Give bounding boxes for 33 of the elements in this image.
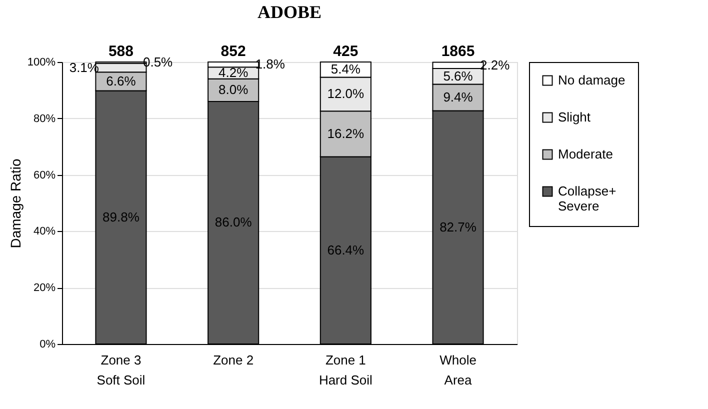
data-label: 8.0% bbox=[218, 82, 249, 98]
legend-label: Slight bbox=[558, 110, 591, 124]
chart-title: ADOBE bbox=[257, 2, 322, 22]
data-label: 16.2% bbox=[327, 126, 365, 141]
annotation: 1865 bbox=[441, 43, 475, 60]
legend-label: Collapse+ Severe bbox=[558, 184, 616, 214]
annotation: 425 bbox=[333, 43, 358, 60]
data-label: 5.4% bbox=[330, 62, 361, 77]
y-tick-label: 20% bbox=[33, 282, 56, 294]
y-tick-label: 100% bbox=[27, 56, 56, 68]
data-label: 9.4% bbox=[443, 90, 474, 105]
data-label: 12.0% bbox=[327, 86, 365, 102]
data-label: 6.6% bbox=[106, 73, 136, 88]
data-label: 0.5% bbox=[142, 54, 174, 70]
data-label: 66.4% bbox=[327, 242, 365, 258]
x-tick-label: Zone 1 Hard Soil bbox=[318, 352, 373, 388]
data-label: 4.2% bbox=[218, 65, 249, 80]
y-tick-label: 40% bbox=[33, 226, 56, 238]
y-tick-label: 80% bbox=[33, 112, 56, 125]
data-label: 82.7% bbox=[440, 219, 477, 234]
x-tick-label: Zone 3 Soft Soil bbox=[96, 352, 146, 388]
y-axis-title: Damage Ratio bbox=[7, 158, 24, 248]
legend-label: No damage bbox=[558, 72, 626, 88]
x-tick-label: Zone 2 bbox=[213, 352, 254, 368]
y-tick-label: 0% bbox=[40, 338, 56, 350]
x-tick-label: Whole Area bbox=[440, 352, 476, 388]
data-label: 86.0% bbox=[214, 214, 252, 230]
data-label: 89.8% bbox=[102, 209, 140, 224]
data-label: 5.6% bbox=[443, 68, 474, 84]
annotation: 588 bbox=[108, 43, 134, 60]
legend-label: Moderate bbox=[558, 146, 613, 162]
y-tick-label: 60% bbox=[33, 169, 56, 182]
annotation: 852 bbox=[220, 43, 246, 60]
